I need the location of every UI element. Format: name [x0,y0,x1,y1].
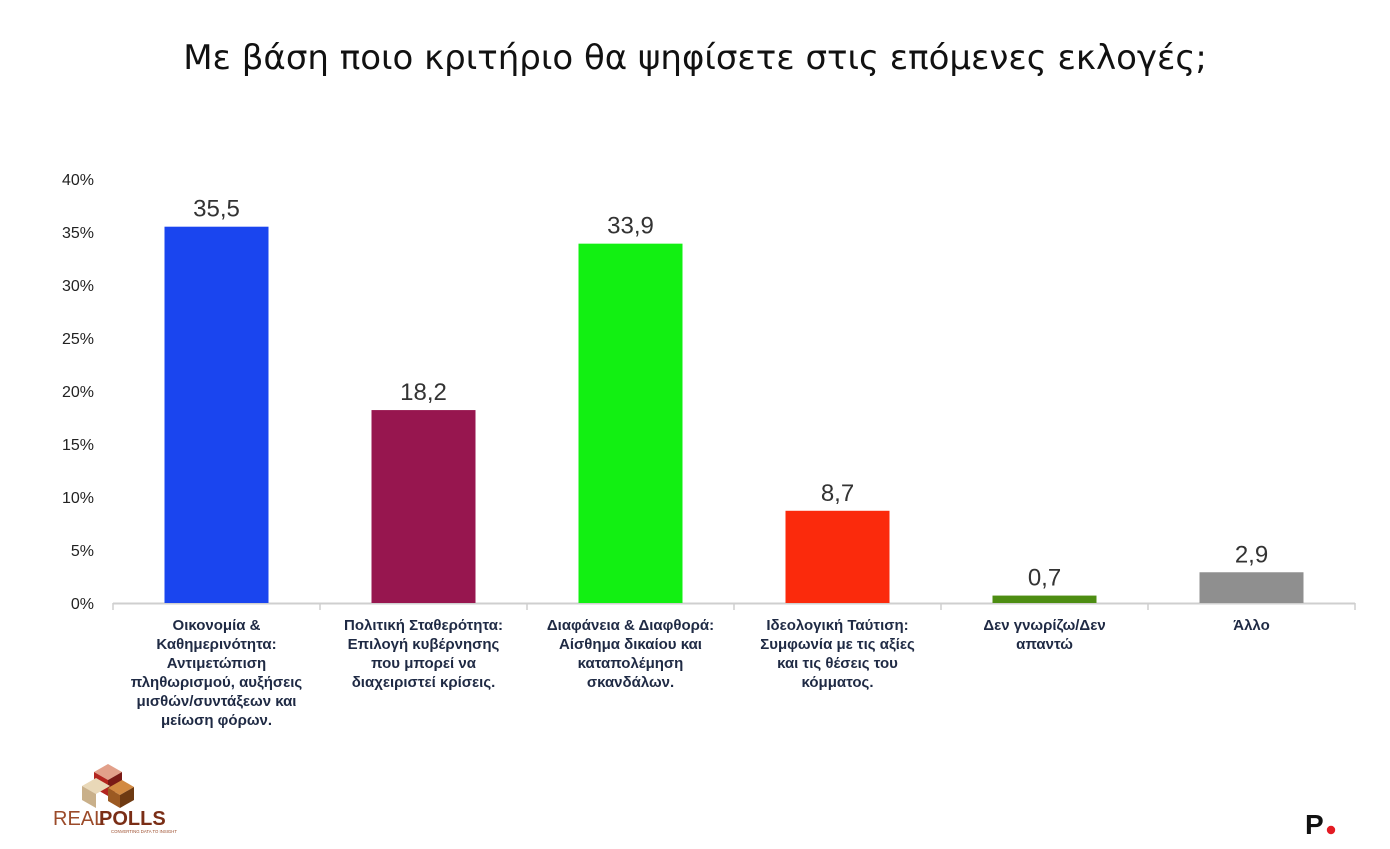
y-tick-label: 20% [62,384,94,401]
data-label: 0,7 [1028,565,1061,592]
y-tick-label: 30% [62,278,94,295]
bar [992,595,1097,603]
bar [785,510,890,603]
bar [1199,572,1304,603]
chart-title: Με βάση ποιο κριτήριο θα ψηφίσετε στις ε… [183,38,1207,78]
logo-text-polls: POLLS [99,808,166,830]
brand-mark-dot [1326,825,1336,835]
y-tick-label: 35% [62,225,94,242]
x-tick-label: Δεν γνωρίζω/Δεν απαντώ [983,617,1106,653]
y-tick-label: 25% [62,331,94,348]
bar [164,226,269,603]
x-tick-label: Διαφάνεια & Διαφθορά: Αίσθημα δικαίου κα… [546,617,715,691]
data-label: 2,9 [1235,541,1268,568]
logo-tagline: CONVERTING DATA TO INSIGHT [111,829,177,834]
bar [578,243,683,603]
brand-mark: P [1305,809,1336,840]
y-tick-label: 15% [62,437,94,454]
x-tick-label: Πολιτική Σταθερότητα: Επιλογή κυβέρνησης… [344,617,503,691]
y-tick-label: 5% [71,543,94,560]
logo-text-real: REAL [53,808,105,830]
x-tick-label: Οικονομία & Καθημερινότητα: Αντιμετώπιση… [130,617,303,729]
realpolls-logo: REAL POLLS CONVERTING DATA TO INSIGHT [53,764,177,834]
data-label: 35,5 [193,196,240,223]
data-label: 18,2 [400,379,447,406]
x-tick-label: Ιδεολογική Ταύτιση: Συμφωνία με τις αξίε… [760,617,915,691]
y-tick-label: 10% [62,490,94,507]
brand-mark-letter: P [1305,809,1324,840]
data-label: 8,7 [821,480,854,507]
bar [371,410,476,603]
x-tick-label: Άλλο [1233,617,1270,634]
data-label: 33,9 [607,213,654,240]
y-tick-label: 40% [62,172,94,189]
y-tick-label: 0% [71,596,94,613]
